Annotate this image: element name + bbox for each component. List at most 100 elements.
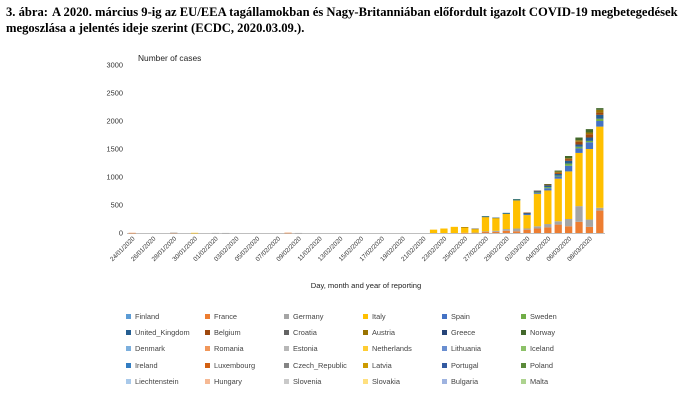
- legend-item: Norway: [521, 324, 600, 340]
- bar-segment: [585, 140, 594, 143]
- legend-swatch: [284, 313, 289, 319]
- legend-swatch: [442, 329, 447, 335]
- legend-swatch: [363, 313, 368, 319]
- y-tick-label: 1000: [107, 173, 123, 182]
- bar-segment: [564, 171, 573, 219]
- legend-item: Lithuania: [442, 341, 521, 357]
- legend-label: Hungary: [214, 376, 242, 386]
- bar-segment: [596, 112, 604, 115]
- legend-swatch: [205, 378, 210, 384]
- bar-segment: [554, 170, 562, 172]
- bar-segment: [440, 228, 448, 233]
- bar-segment: [575, 152, 583, 207]
- legend-label: Croatia: [293, 327, 317, 337]
- legend-swatch: [284, 378, 289, 384]
- legend-item: Austria: [363, 324, 442, 340]
- bar-segment: [596, 114, 604, 119]
- legend-item: Slovenia: [284, 373, 363, 389]
- legend-swatch: [442, 378, 447, 384]
- legend-swatch: [363, 378, 368, 384]
- bar-segment: [461, 232, 469, 234]
- bar-segment: [554, 173, 562, 176]
- bar-segment: [284, 232, 292, 234]
- legend-label: Norway: [530, 327, 556, 337]
- bar-segment: [461, 227, 469, 228]
- legend-label: Portugal: [451, 360, 479, 370]
- legend-swatch: [521, 378, 526, 384]
- bar-segment: [544, 227, 552, 233]
- legend-label: Netherlands: [372, 344, 412, 354]
- legend-swatch: [126, 329, 131, 335]
- legend-label: United_Kingdom: [135, 327, 190, 337]
- bar-segment: [564, 165, 573, 172]
- legend-item: Estonia: [284, 341, 363, 357]
- bar-segment: [596, 121, 604, 127]
- bar-segment: [533, 193, 542, 227]
- legend-swatch: [284, 329, 289, 335]
- legend-item: Slovakia: [363, 373, 442, 389]
- legend-swatch: [126, 346, 131, 352]
- legend-label: Romania: [214, 344, 244, 354]
- figure-caption-text: A 2020. március 9-ig az EU/EEA tagállamo…: [6, 5, 678, 35]
- legend-label: Belgium: [214, 327, 241, 337]
- bar-segment: [481, 231, 490, 233]
- bar-segment: [564, 219, 573, 227]
- bar-segment: [596, 109, 604, 113]
- bar-segment: [564, 156, 573, 159]
- bar-segment: [585, 142, 594, 149]
- figure-caption: 3. ábra: A 2020. március 9-ig az EU/EEA t…: [6, 4, 696, 36]
- legend-item: Croatia: [284, 324, 363, 340]
- figure-caption-label: 3. ábra:: [6, 5, 48, 19]
- x-axis: 24/01/202026/01/202028/01/202030/01/2020…: [109, 233, 605, 263]
- legend-label: Germany: [293, 311, 324, 321]
- bar-segment: [544, 190, 552, 225]
- legend-swatch: [284, 362, 289, 368]
- bar-segment: [429, 229, 438, 233]
- legend-item: Greece: [442, 324, 521, 340]
- legend-item: Hungary: [205, 373, 284, 389]
- legend-item: Liechtenstein: [126, 373, 205, 389]
- bar-segment: [513, 231, 521, 233]
- bar-segment: [481, 216, 490, 217]
- bar-segment: [513, 200, 521, 229]
- bar-segment: [575, 146, 583, 149]
- x-axis-title: Day, month and year of reporting: [311, 281, 421, 290]
- bar-segment: [585, 226, 594, 233]
- y-axis-title: Number of cases: [138, 53, 201, 63]
- bar-segment: [471, 228, 479, 233]
- bar-segment: [564, 158, 573, 160]
- bar-segment: [481, 216, 490, 232]
- bar-segment: [471, 228, 479, 230]
- legend-label: Slovenia: [293, 376, 322, 386]
- bar-segment: [502, 212, 510, 214]
- chart-legend: Finland France Germany Italy Spain Sweden Unit…: [126, 308, 696, 389]
- legend-swatch: [442, 313, 447, 319]
- legend-item: Bulgaria: [442, 373, 521, 389]
- legend-swatch: [126, 313, 131, 319]
- legend-label: Estonia: [293, 344, 318, 354]
- bar-segment: [502, 229, 510, 231]
- legend-label: Malta: [530, 376, 549, 386]
- legend-swatch: [205, 346, 210, 352]
- bar-segment: [575, 137, 583, 141]
- legend-item: France: [205, 308, 284, 324]
- bar-segment: [554, 176, 562, 179]
- bar-segment: [492, 230, 500, 232]
- bar-segment: [513, 228, 521, 232]
- legend-label: Bulgaria: [451, 376, 479, 386]
- legend-label: Spain: [451, 311, 470, 321]
- bar-segment: [596, 210, 604, 233]
- legend-swatch: [126, 362, 131, 368]
- bar-segment: [564, 159, 573, 161]
- bar-segment: [596, 118, 604, 121]
- bar-segment: [211, 232, 219, 234]
- bar-segment: [596, 126, 604, 208]
- legend-item: Belgium: [205, 324, 284, 340]
- bar-segment: [523, 212, 531, 214]
- y-tick-label: 2500: [107, 89, 123, 98]
- legend-label: Luxembourg: [214, 360, 256, 370]
- bar-segment: [492, 231, 500, 233]
- bar-segment: [554, 178, 562, 222]
- bar-segment: [564, 160, 573, 164]
- bar-segment: [523, 212, 531, 214]
